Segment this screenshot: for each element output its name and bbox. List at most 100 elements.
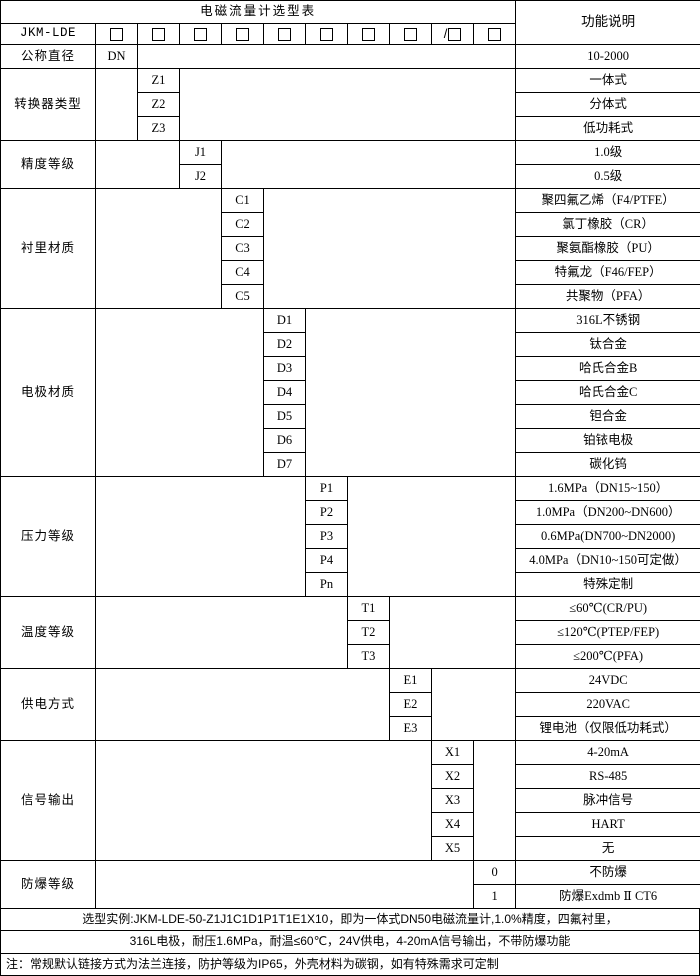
spec-code-cell: X2 [432,765,474,789]
table-title: 电磁流量计选型表 [1,1,516,24]
spec-description-cell: ≤120℃(PTEP/FEP) [516,621,700,645]
checkbox-icon[interactable] [194,28,207,41]
spec-code-cell: P1 [306,477,348,501]
model-code-checkbox-6[interactable] [306,24,348,45]
spec-code-cell: Z1 [138,69,180,93]
right-filler [138,45,516,69]
spec-label-9: 防爆等级 [1,861,96,909]
spec-description-cell: 不防爆 [516,861,700,885]
spec-label-5: 压力等级 [1,477,96,597]
model-code-checkbox-1[interactable] [96,24,138,45]
spec-code-cell: Z2 [138,93,180,117]
model-code-checkbox-4[interactable] [222,24,264,45]
spec-code-cell: X4 [432,813,474,837]
checkbox-icon[interactable] [404,28,417,41]
spec-description-cell: 哈氏合金B [516,357,700,381]
spec-description-cell: 聚氨酯橡胶（PU） [516,237,700,261]
spec-description-cell: 铂铱电极 [516,429,700,453]
spec-description-cell: 1.6MPa（DN15~150） [516,477,700,501]
spec-label-0: 公称直径 [1,45,96,69]
checkbox-icon[interactable] [152,28,165,41]
spec-description-cell: 0.5级 [516,165,700,189]
spec-description-cell: 脉冲信号 [516,789,700,813]
right-filler [264,189,516,309]
model-code-checkbox-8[interactable] [390,24,432,45]
spec-code-cell: P4 [306,549,348,573]
spec-description-cell: 聚四氟乙烯（F4/PTFE） [516,189,700,213]
spec-description-cell: 锂电池（仅限低功耗式） [516,717,700,741]
right-filler [474,741,516,861]
spec-label-6: 温度等级 [1,597,96,669]
spec-code-cell: C5 [222,285,264,309]
spec-code-cell: E1 [390,669,432,693]
example-line-2: 316L电极，耐压1.6MPa，耐温≤60℃，24V供电，4-20mA信号输出，… [0,931,700,953]
spec-code-cell: T2 [348,621,390,645]
spec-code-cell: T3 [348,645,390,669]
model-code-checkbox-3[interactable] [180,24,222,45]
right-filler [180,69,516,141]
model-code-checkbox-9[interactable]: / [432,24,474,45]
spec-code-cell: C1 [222,189,264,213]
spec-code-cell: T1 [348,597,390,621]
spec-code-cell: J1 [180,141,222,165]
checkbox-icon[interactable] [488,28,501,41]
checkbox-icon[interactable] [278,28,291,41]
spec-label-3: 衬里材质 [1,189,96,309]
checkbox-icon[interactable] [362,28,375,41]
spec-description-cell: 1.0MPa（DN200~DN600） [516,501,700,525]
spec-description-cell: HART [516,813,700,837]
spec-description-cell: 碳化钨 [516,453,700,477]
spec-code-cell: D7 [264,453,306,477]
spec-code-cell: D4 [264,381,306,405]
spec-description-cell: 4-20mA [516,741,700,765]
spec-code-cell: X5 [432,837,474,861]
model-code-checkbox-7[interactable] [348,24,390,45]
left-filler [96,597,348,669]
right-filler [222,141,516,189]
model-code-checkbox-2[interactable] [138,24,180,45]
spec-code-cell: E2 [390,693,432,717]
checkbox-icon[interactable] [320,28,333,41]
spec-code-cell: X1 [432,741,474,765]
spec-code-cell: 1 [474,885,516,909]
spec-code-cell: 0 [474,861,516,885]
spec-description-cell: 氯丁橡胶（CR） [516,213,700,237]
spec-code-cell: D1 [264,309,306,333]
spec-description-cell: 一体式 [516,69,700,93]
spec-description-cell: 钛合金 [516,333,700,357]
model-code-checkbox-10[interactable] [474,24,516,45]
left-filler [96,861,474,909]
checkbox-icon[interactable] [448,28,461,41]
spec-label-8: 信号输出 [1,741,96,861]
spec-description-cell: 分体式 [516,93,700,117]
spec-description-cell: ≤200℃(PFA) [516,645,700,669]
left-filler [96,669,390,741]
right-filler [390,597,516,669]
spec-code-cell: P2 [306,501,348,525]
spec-code-cell: D6 [264,429,306,453]
example-line-1: 选型实例:JKM-LDE-50-Z1J1C1D1P1T1E1X10，即为一体式D… [0,909,700,931]
model-code-checkbox-5[interactable] [264,24,306,45]
checkbox-icon[interactable] [110,28,123,41]
spec-description-cell: 1.0级 [516,141,700,165]
spec-code-cell: D3 [264,357,306,381]
left-filler [96,477,306,597]
spec-label-2: 精度等级 [1,141,96,189]
spec-description-cell: 钽合金 [516,405,700,429]
spec-description-cell: 特氟龙（F46/FEP） [516,261,700,285]
spec-description-cell: 316L不锈钢 [516,309,700,333]
footer-note: 注：常规默认链接方式为法兰连接，防护等级为IP65，外壳材料为碳钢，如有特殊需求… [0,954,700,976]
left-filler [96,309,264,477]
spec-description-cell: 220VAC [516,693,700,717]
checkbox-icon[interactable] [236,28,249,41]
right-filler [432,669,516,741]
spec-code-cell: C3 [222,237,264,261]
model-prefix: JKM-LDE [1,24,96,45]
spec-description-cell: 4.0MPa（DN10~150可定做） [516,549,700,573]
spec-description-cell: RS-485 [516,765,700,789]
